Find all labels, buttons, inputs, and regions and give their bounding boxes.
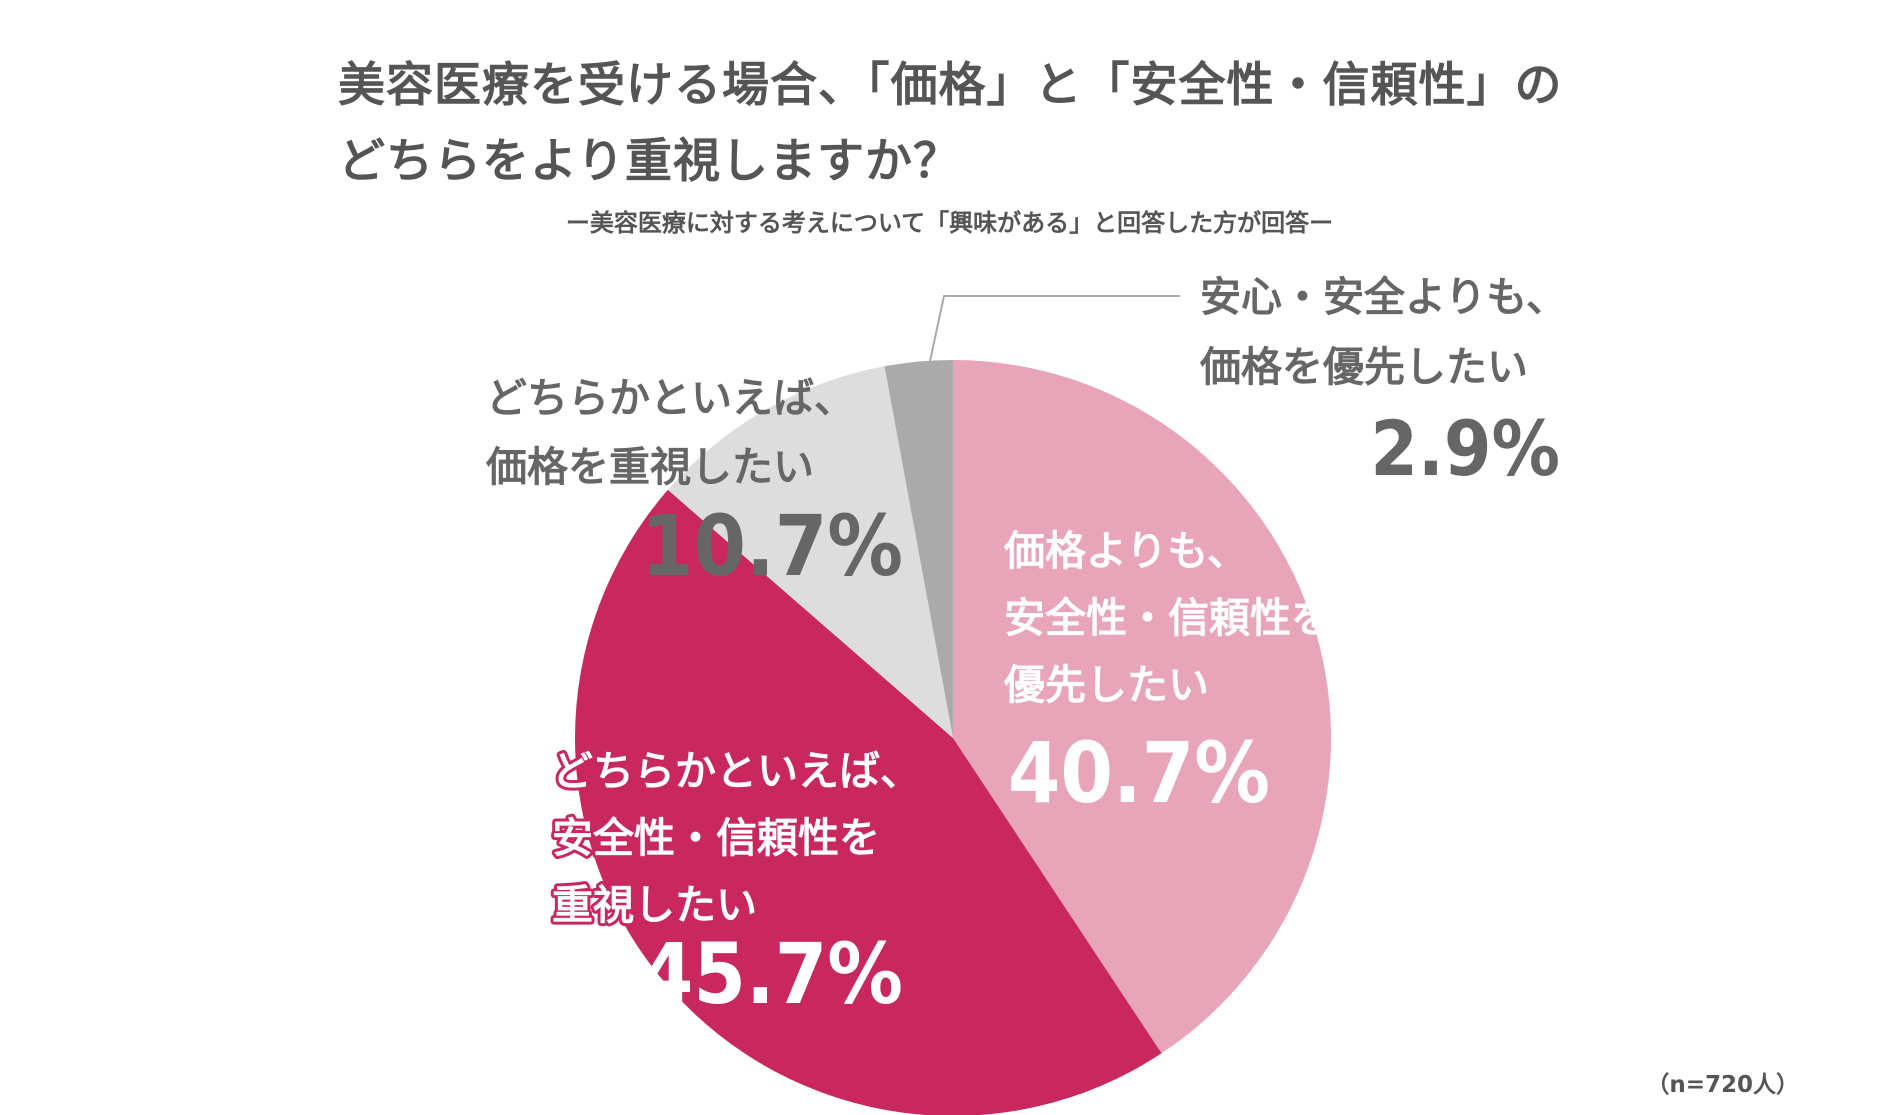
- pie-slice-2: [575, 489, 1162, 1115]
- pie-slices: [575, 360, 1331, 1115]
- slice-1-label-line-2: 安全性・信頼性を: [1004, 594, 1332, 642]
- slice-2-label-line-1: どちらかといえば、: [552, 747, 921, 795]
- slice-2-label-line-3: 重視したい: [552, 881, 757, 929]
- pie-slice-1: [953, 360, 1331, 1054]
- sample-size-note: （n=720人）: [1646, 1072, 1799, 1098]
- pie-slice-3: [667, 366, 953, 738]
- pie-labels: 価格よりも、安全性・信頼性を優先したい40.7%どちらかといえば、安全性・信頼性…: [485, 273, 1567, 1023]
- chart-title-line-2: どちらをより重視しますか？: [338, 134, 962, 189]
- slice-4-label-line-2: 価格を優先したい: [1199, 343, 1528, 391]
- slice-1-value-label: 40.7%: [1008, 724, 1270, 822]
- slice-3-label-line-1: どちらかといえば、: [486, 374, 855, 422]
- slice-3-value-label: 10.7%: [641, 497, 903, 595]
- slice-4-value-label: 2.9%: [1370, 404, 1560, 493]
- pie-slice-4: [884, 360, 953, 738]
- slice-1-label-line-1: 価格よりも、: [1003, 527, 1248, 575]
- chart-subtitle: ー美容医療に対する考えについて「興味がある」と回答した方が回答ー: [565, 209, 1334, 237]
- slice-1-label-line-3: 優先したい: [1003, 661, 1209, 709]
- slice-3-label-line-2: 価格を重視したい: [485, 443, 814, 491]
- slice-2-label-line-2: 安全性・信頼性を: [552, 814, 880, 862]
- slice-4-label-line-1: 安心・安全よりも、: [1200, 273, 1567, 321]
- chart-title-line-1: 美容医療を受ける場合、「価格」と「安全性・信頼性」の: [338, 58, 1563, 113]
- leader-line-4: [929, 295, 1180, 362]
- slice-2-value-label: 45.7%: [641, 925, 903, 1023]
